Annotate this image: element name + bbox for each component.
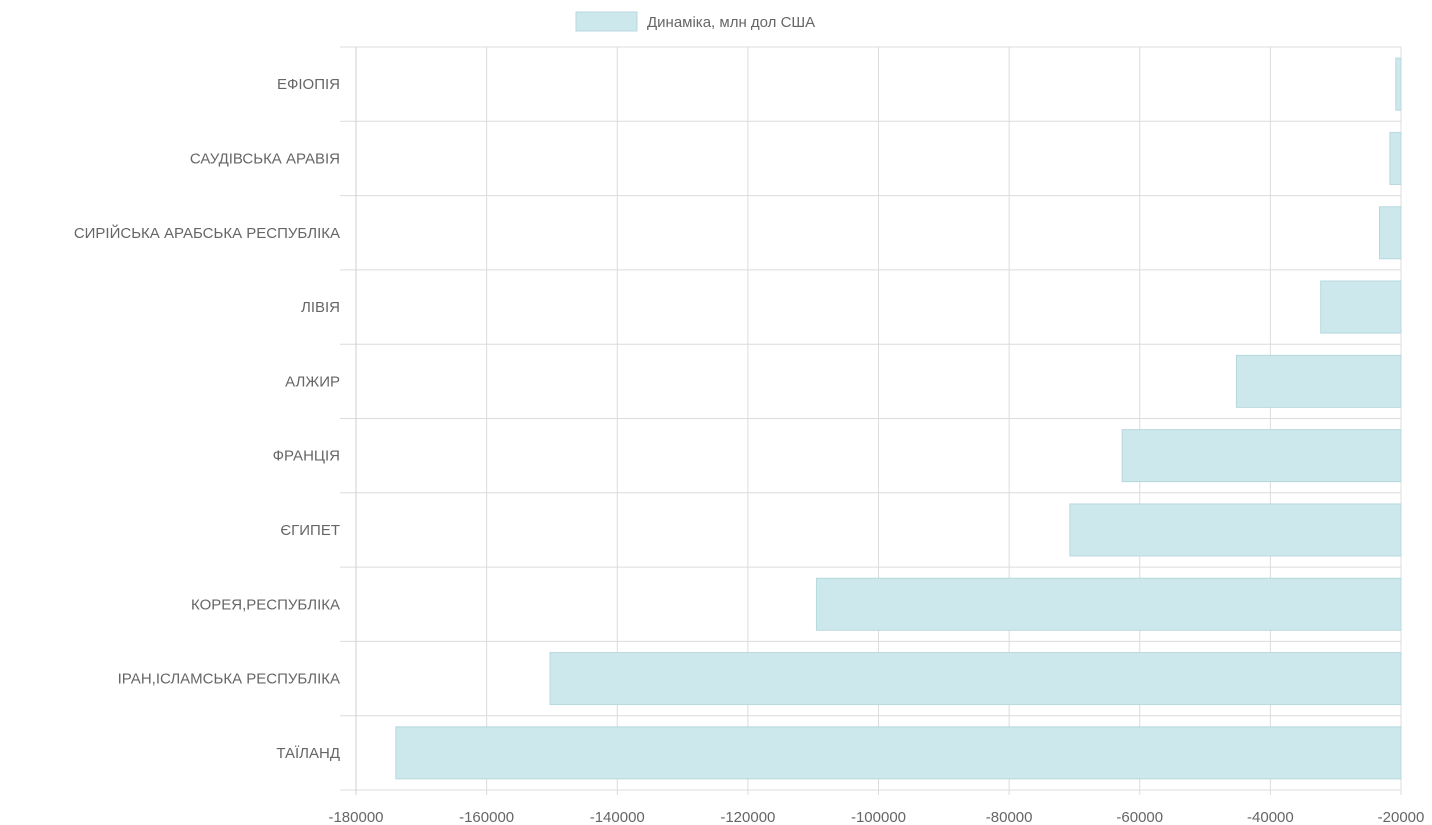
x-tick-label: -160000 <box>459 809 514 825</box>
category-label: ЛІВІЯ <box>301 299 340 316</box>
category-label: ЕФІОПІЯ <box>277 76 340 93</box>
category-label: ТАЇЛАНД <box>276 745 340 762</box>
x-tick-label: -100000 <box>851 809 906 825</box>
category-labels: ЕФІОПІЯ САУДІВСЬКА АРАВІЯ СИРІЙСЬКА АРАБСЬ… <box>74 76 340 762</box>
x-tick-label: -60000 <box>1116 809 1163 825</box>
x-tick-label: -40000 <box>1247 809 1294 825</box>
legend[interactable]: Динаміка, млн дол США <box>575 11 815 32</box>
bar[interactable] <box>549 652 1402 706</box>
x-axis-tick-labels: -180000 -160000 -140000 -120000 -100000 -8000… <box>328 809 1424 825</box>
category-label: САУДІВСЬКА АРАВІЯ <box>190 150 340 167</box>
bar[interactable] <box>1395 57 1402 111</box>
x-tick-label: -180000 <box>328 809 383 825</box>
category-label: КОРЕЯ,РЕСПУБЛІКА <box>191 596 340 613</box>
bar[interactable] <box>1389 131 1402 185</box>
legend-swatch <box>575 11 638 32</box>
x-tick-label: -140000 <box>590 809 645 825</box>
x-tick-label: -20000 <box>1378 809 1425 825</box>
bar[interactable] <box>395 726 1402 780</box>
bar[interactable] <box>1121 429 1402 483</box>
bar[interactable] <box>1378 206 1402 260</box>
category-label: АЛЖИР <box>285 373 340 390</box>
x-tick-label: -120000 <box>720 809 775 825</box>
category-label: ФРАНЦІЯ <box>273 448 340 465</box>
bar[interactable] <box>1069 503 1402 557</box>
category-label: СИРІЙСЬКА АРАБСЬКА РЕСПУБЛІКА <box>74 224 340 242</box>
bar[interactable] <box>815 577 1402 631</box>
legend-label: Динаміка, млн дол США <box>647 14 815 31</box>
bar[interactable] <box>1235 354 1402 408</box>
bars <box>395 57 1402 780</box>
category-label: ЄГИПЕТ <box>280 522 340 539</box>
category-label: ІРАН,ІСЛАМСЬКА РЕСПУБЛІКА <box>118 671 340 688</box>
x-tick-label: -80000 <box>986 809 1033 825</box>
bar[interactable] <box>1320 280 1402 334</box>
